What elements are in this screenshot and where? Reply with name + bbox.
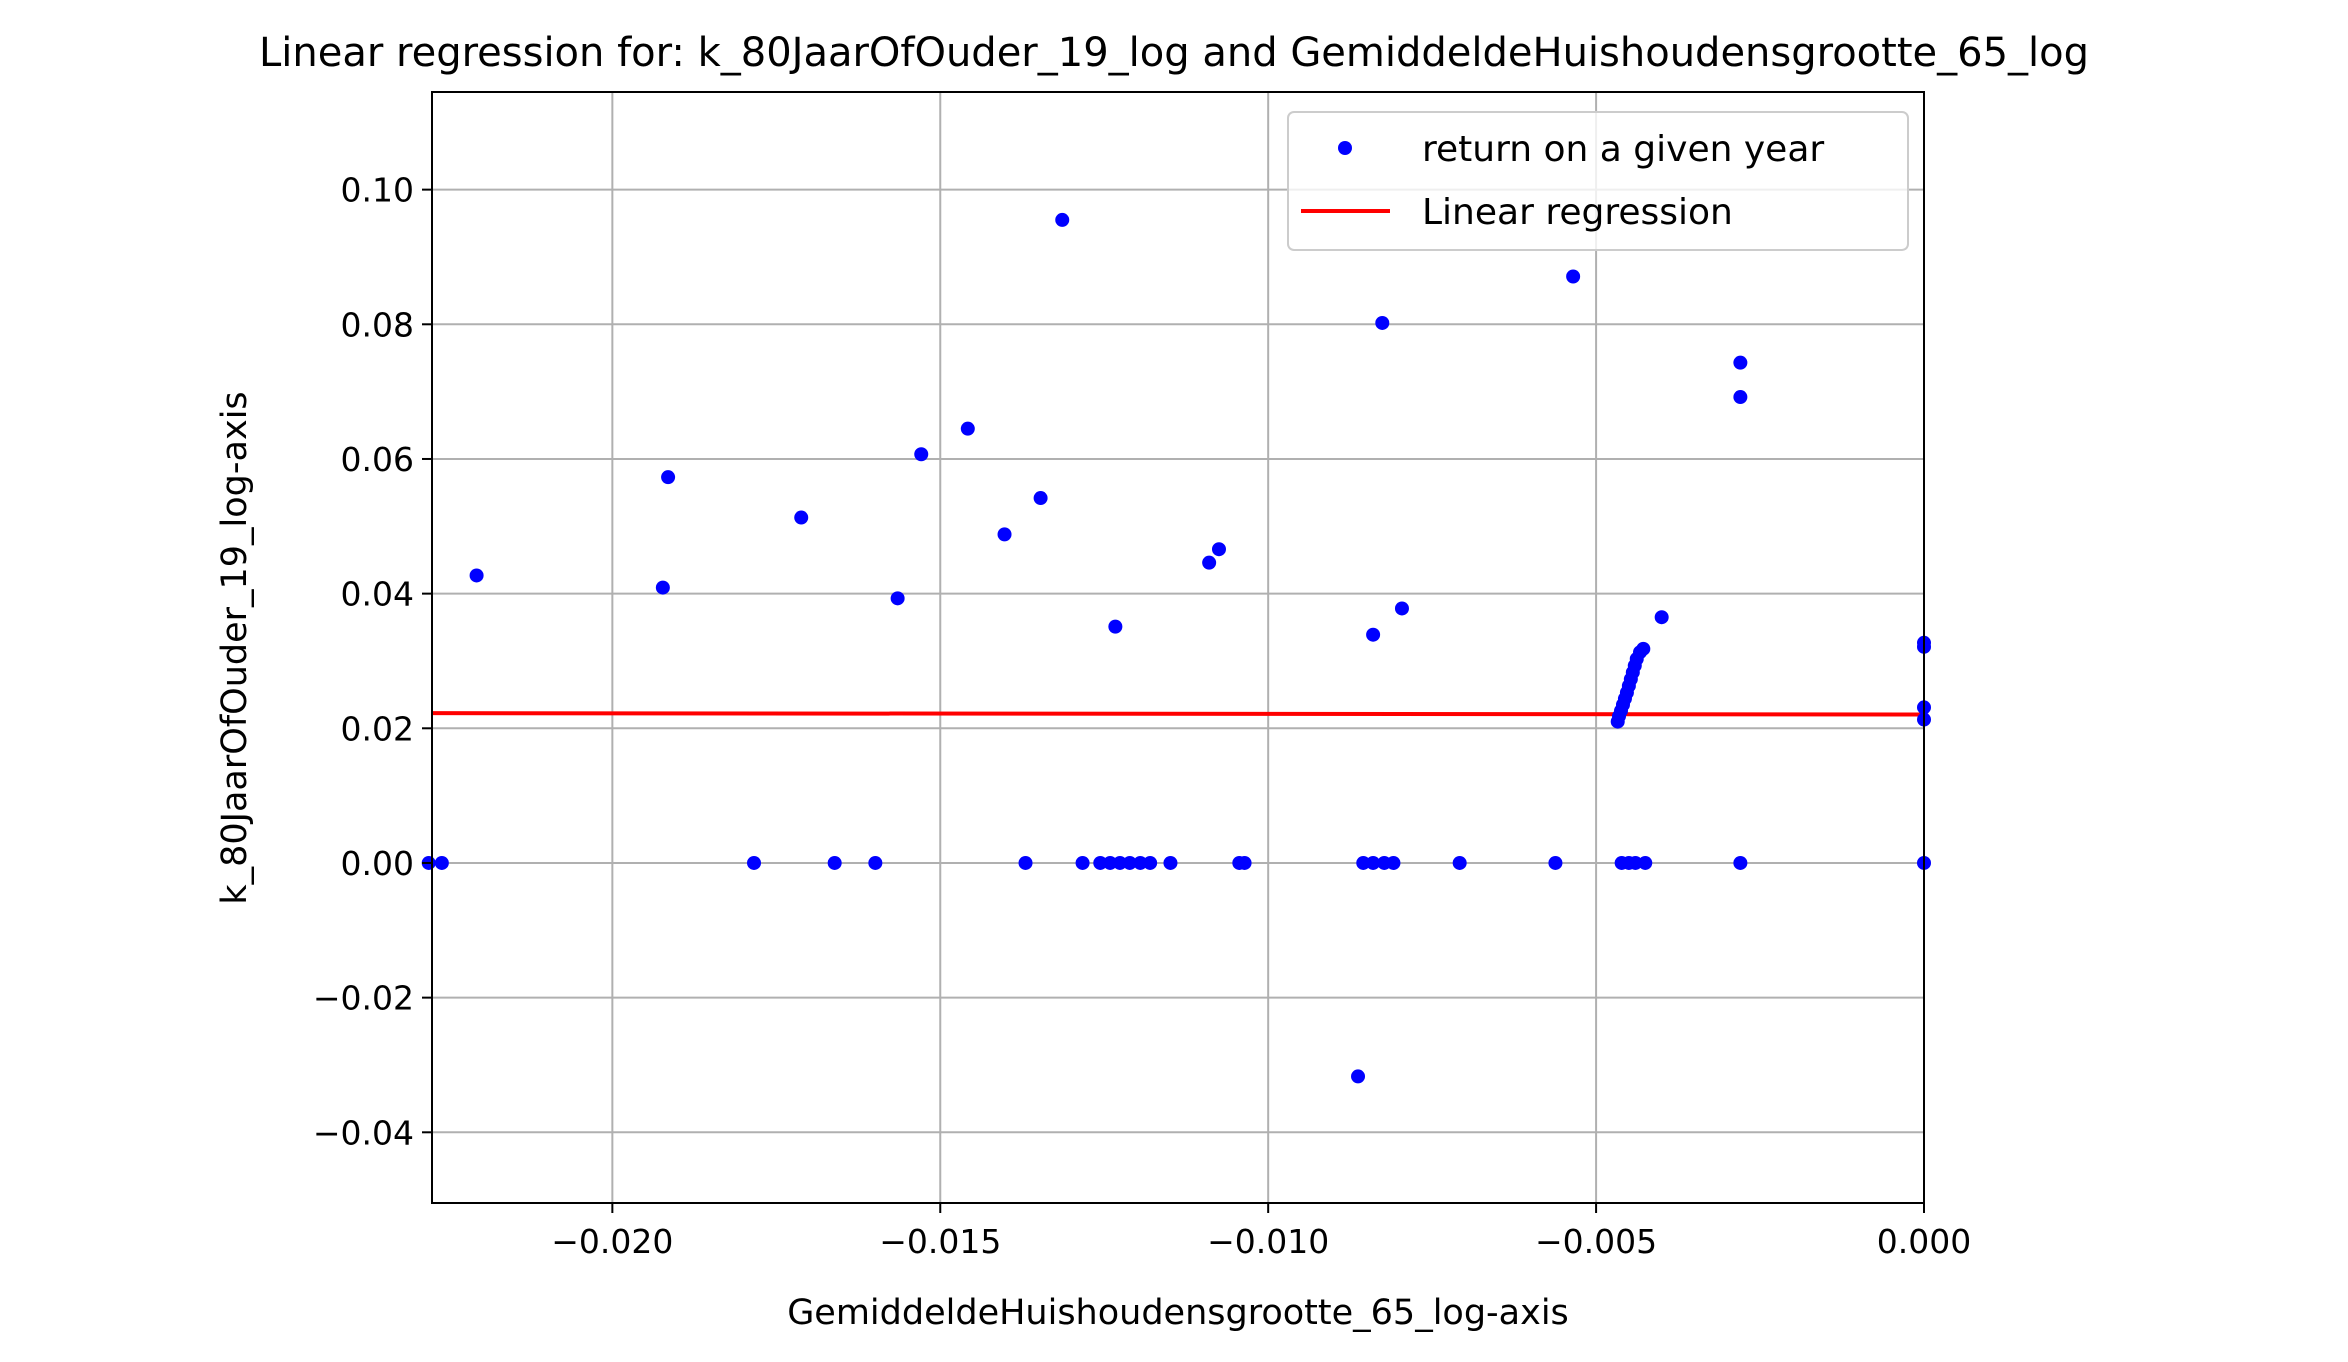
y-tick-label: 0.10 [341,171,414,210]
plot-area [421,91,1931,1204]
scatter-point [661,470,676,485]
legend: return on a given year Linear regression [1287,111,1909,251]
scatter-point [960,421,975,436]
legend-label-scatter: return on a given year [1422,129,1824,170]
scatter-point [1143,855,1158,870]
y-tick-label: 0.04 [341,575,414,614]
y-tick-label: −0.02 [313,979,414,1018]
regression-layer [431,711,1925,717]
y-axis-label: k_80JaarOfOuder_19_log-axis [215,391,255,904]
scatter-point [469,568,484,583]
scatter-point [868,855,883,870]
scatter-point [1733,390,1748,405]
scatter-point [1548,855,1563,870]
y-tick-label: 0.02 [341,709,414,748]
x-tick-label: −0.010 [1207,1222,1329,1261]
plot-background [432,92,1924,1203]
scatter-point [1375,315,1390,330]
y-axis: −0.04 −0.02 0.00 0.02 0.04 0.06 0.08 0.10 [313,171,432,1152]
scatter-point [1202,555,1217,570]
scatter-point [1394,601,1409,616]
scatter-point [1654,610,1669,625]
scatter-point [1018,855,1033,870]
gridlines [432,92,1925,1203]
x-tick-label: −0.015 [879,1222,1001,1261]
scatter-point [1351,1069,1366,1084]
y-tick-label: 0.06 [341,440,414,479]
chart-title: Linear regression for: k_80JaarOfOuder_1… [259,30,2089,76]
scatter-point [1638,855,1653,870]
scatter-point [1366,855,1381,870]
scatter-point [1211,542,1226,557]
y-tick-label: 0.00 [341,844,414,883]
scatter-point [1163,855,1178,870]
scatter-point [1093,855,1108,870]
scatter-point [1122,855,1137,870]
scatter-point [1386,855,1401,870]
legend-scatter-marker [1338,141,1352,155]
x-axis-label: GemiddeldeHuishoudensgrootte_65_log-axis [787,1293,1569,1333]
scatter-point [1108,619,1123,634]
scatter-point [1566,269,1581,284]
plot-frame [431,91,1925,1204]
scatter-point [1733,855,1748,870]
scatter-point [1733,355,1748,370]
scatter-point [747,855,762,870]
scatter-point [1356,855,1371,870]
scatter-point [655,580,670,595]
scatter-point [1636,641,1651,656]
y-tick-label: 0.08 [341,305,414,344]
scatter-point [1055,212,1070,227]
scatter-point [997,527,1012,542]
x-tick-label: 0.000 [1877,1222,1971,1261]
x-axis: −0.020 −0.015 −0.010 −0.005 0.000 [551,1203,1971,1261]
legend-box [1287,111,1909,251]
x-tick-label: −0.005 [1535,1222,1657,1261]
scatter-point [434,855,449,870]
scatter-point [1366,627,1381,642]
x-tick-label: −0.020 [551,1222,673,1261]
y-tick-label: −0.04 [313,1113,414,1152]
scatter-point [914,447,929,462]
scatter-point [1103,855,1118,870]
scatter-point [1452,855,1467,870]
scatter-point [827,855,842,870]
scatter-point [1237,855,1252,870]
scatter-point [1133,855,1148,870]
scatter-point [1075,855,1090,870]
regression-line [431,711,1925,717]
scatter-point [794,510,809,525]
scatter-point [890,591,905,606]
scatter-point [1033,491,1048,506]
scatter-point [1628,855,1643,870]
scatter-point [1112,855,1127,870]
legend-label-regression: Linear regression [1422,192,1733,233]
